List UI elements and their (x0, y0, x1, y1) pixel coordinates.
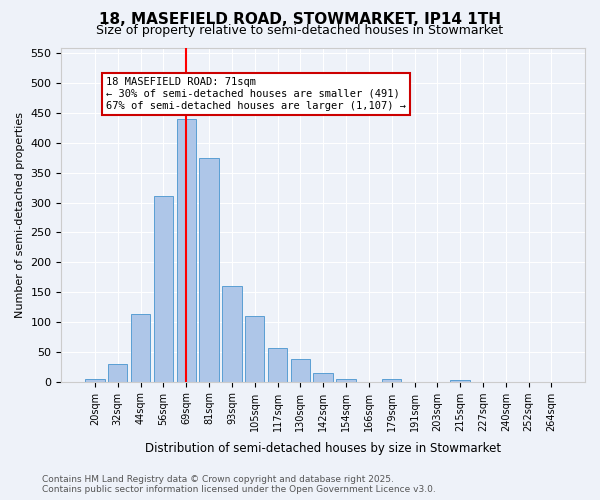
Bar (85, 378, 104, 382)
Text: 18, MASEFIELD ROAD, STOWMARKET, IP14 1TH: 18, MASEFIELD ROAD, STOWMARKET, IP14 1TH (99, 12, 501, 26)
Y-axis label: Number of semi-detached properties: Number of semi-detached properties (15, 112, 25, 318)
Bar (382, 378, 401, 382)
Bar (154, 196, 173, 382)
Text: Size of property relative to semi-detached houses in Stowmarket: Size of property relative to semi-detach… (97, 24, 503, 37)
Bar (337, 378, 356, 382)
Bar (176, 119, 196, 382)
Text: Contains HM Land Registry data © Crown copyright and database right 2025.
Contai: Contains HM Land Registry data © Crown c… (42, 474, 436, 494)
Bar (313, 372, 333, 382)
Bar (245, 316, 265, 382)
Bar (222, 286, 242, 382)
Bar (199, 158, 219, 382)
Bar (290, 359, 310, 382)
Bar (451, 380, 470, 382)
Bar (268, 348, 287, 382)
Text: 18 MASEFIELD ROAD: 71sqm
← 30% of semi-detached houses are smaller (491)
67% of : 18 MASEFIELD ROAD: 71sqm ← 30% of semi-d… (106, 78, 406, 110)
X-axis label: Distribution of semi-detached houses by size in Stowmarket: Distribution of semi-detached houses by … (145, 442, 501, 455)
Bar (108, 364, 127, 382)
Bar (131, 314, 150, 382)
